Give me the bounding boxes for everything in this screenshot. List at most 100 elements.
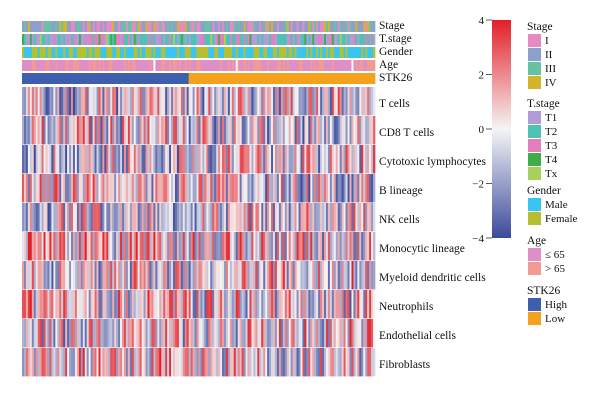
heatmap-cell-monocytic-lineage (98, 232, 101, 261)
heatmap-cell-fibroblasts (178, 348, 182, 377)
heatmap-cell-b-lineage (43, 174, 46, 203)
heatmap-cell-neutrophils (47, 290, 50, 319)
heatmap-cell-cytotoxic-lymphocytes (182, 145, 186, 174)
heatmap-cell-cd8-t-cells (265, 116, 268, 145)
heatmap-cell-cytotoxic-lymphocytes (312, 145, 315, 174)
annotation-cell-stk26 (196, 73, 199, 84)
heatmap-cell-fibroblasts (82, 348, 86, 377)
annotation-cell-stage (216, 21, 219, 32)
heatmap-cell-fibroblasts (110, 348, 113, 377)
annotation-cell-stk26 (129, 73, 133, 84)
heatmap-cell-fibroblasts (282, 348, 286, 377)
heatmap-cell-endothelial-cells (169, 319, 172, 348)
annotation-cell-age (155, 60, 158, 71)
annotation-cell-stk26 (231, 73, 235, 84)
heatmap-cell-cytotoxic-lymphocytes (67, 145, 70, 174)
heatmap-cell-cytotoxic-lymphocytes (214, 145, 217, 174)
annotation-cell-gender (80, 47, 84, 58)
annotation-cell-gender (190, 47, 193, 58)
annotation-cell-stk26 (288, 73, 292, 84)
heatmap-cell-monocytic-lineage (263, 232, 266, 261)
annotation-cell-gender (225, 47, 229, 58)
heatmap-cell-endothelial-cells (63, 319, 66, 348)
annotation-cell-t-stage (286, 34, 290, 45)
heatmap-cell-endothelial-cells (243, 319, 246, 348)
heatmap-cell-t-cells (29, 87, 33, 116)
heatmap-cell-t-cells (241, 87, 244, 116)
heatmap-cell-nk-cells (102, 203, 105, 232)
annotation-cell-gender (192, 47, 195, 58)
annotation-cell-gender (120, 47, 123, 58)
annotation-cell-age (92, 60, 95, 71)
heatmap-cell-fibroblasts (31, 348, 35, 377)
heatmap-cell-neutrophils (294, 290, 297, 319)
heatmap-cell-fibroblasts (182, 348, 186, 377)
heatmap-cell-cd8-t-cells (304, 116, 307, 145)
heatmap-cell-neutrophils (239, 290, 242, 319)
heatmap-cell-myeloid-dendritic-cells (112, 261, 115, 290)
annotation-cell-age (257, 60, 260, 71)
annotation-cell-t-stage (176, 34, 180, 45)
heatmap-cell-b-lineage (67, 174, 70, 203)
annotation-cell-t-stage (316, 34, 319, 45)
heatmap-cell-myeloid-dendritic-cells (310, 261, 313, 290)
annotation-cell-stage (131, 21, 135, 32)
heatmap-cell-cytotoxic-lymphocytes (123, 145, 127, 174)
legend-swatch-low (528, 312, 541, 325)
heatmap-cell-fibroblasts (288, 348, 292, 377)
annotation-cell-t-stage (302, 34, 305, 45)
heatmap-cell-endothelial-cells (229, 319, 233, 348)
heatmap-cell-myeloid-dendritic-cells (129, 261, 133, 290)
heatmap-cell-b-lineage (327, 174, 331, 203)
heatmap-cell-t-cells (300, 87, 303, 116)
heatmap-cell-b-lineage (127, 174, 131, 203)
annotation-cell-stk26 (327, 73, 331, 84)
annotation-cell-t-stage (39, 34, 42, 45)
annotation-cell-t-stage (78, 34, 82, 45)
heatmap-cell-cytotoxic-lymphocytes (118, 145, 121, 174)
heatmap-cell-cytotoxic-lymphocytes (165, 145, 168, 174)
heatmap-cell-nk-cells (49, 203, 52, 232)
annotation-cell-stage (139, 21, 142, 32)
heatmap-cell-endothelial-cells (47, 319, 50, 348)
heatmap-cell-cd8-t-cells (214, 116, 217, 145)
annotation-cell-stk26 (114, 73, 117, 84)
annotation-cell-stk26 (57, 73, 60, 84)
heatmap-cell-endothelial-cells (96, 319, 99, 348)
heatmap-cell-t-cells (202, 87, 205, 116)
heatmap-cell-monocytic-lineage (65, 232, 68, 261)
annotation-cell-t-stage (122, 34, 125, 45)
annotation-cell-t-stage (161, 34, 164, 45)
heatmap-cell-nk-cells (269, 203, 272, 232)
annotation-cell-age (59, 60, 62, 71)
annotation-cell-t-stage (212, 34, 215, 45)
legend-title-stage: Stage (527, 21, 553, 33)
heatmap-cell-neutrophils (271, 290, 274, 319)
heatmap-cell-myeloid-dendritic-cells (147, 261, 150, 290)
annotation-cell-t-stage (308, 34, 311, 45)
heatmap-cell-b-lineage (239, 174, 242, 203)
annotation-cell-age (220, 60, 223, 71)
annotation-cell-stage (306, 21, 309, 32)
heatmap-cell-cd8-t-cells (314, 116, 317, 145)
heatmap-cell-t-cells (176, 87, 180, 116)
heatmap-cell-t-cells (118, 87, 121, 116)
annotation-cell-stk26 (200, 73, 203, 84)
heatmap-cell-t-cells (41, 87, 44, 116)
heatmap-cell-endothelial-cells (100, 319, 103, 348)
heatmap-cell-nk-cells (355, 203, 358, 232)
heatmap-cell-t-cells (216, 87, 219, 116)
heatmap-cell-b-lineage (365, 174, 368, 203)
annotation-cell-age (223, 60, 227, 71)
heatmap-cell-neutrophils (369, 290, 372, 319)
heatmap-cell-neutrophils (318, 290, 321, 319)
heatmap-cell-t-cells (53, 87, 56, 116)
heatmap-cell-myeloid-dendritic-cells (302, 261, 305, 290)
heatmap-cell-b-lineage (41, 174, 44, 203)
heatmap-cell-neutrophils (167, 290, 170, 319)
annotation-cell-stk26 (353, 73, 356, 84)
annotation-cell-t-stage (322, 34, 325, 45)
heatmap-cell-monocytic-lineage (220, 232, 223, 261)
heatmap-cell-neutrophils (174, 290, 178, 319)
annotation-cell-t-stage (90, 34, 93, 45)
